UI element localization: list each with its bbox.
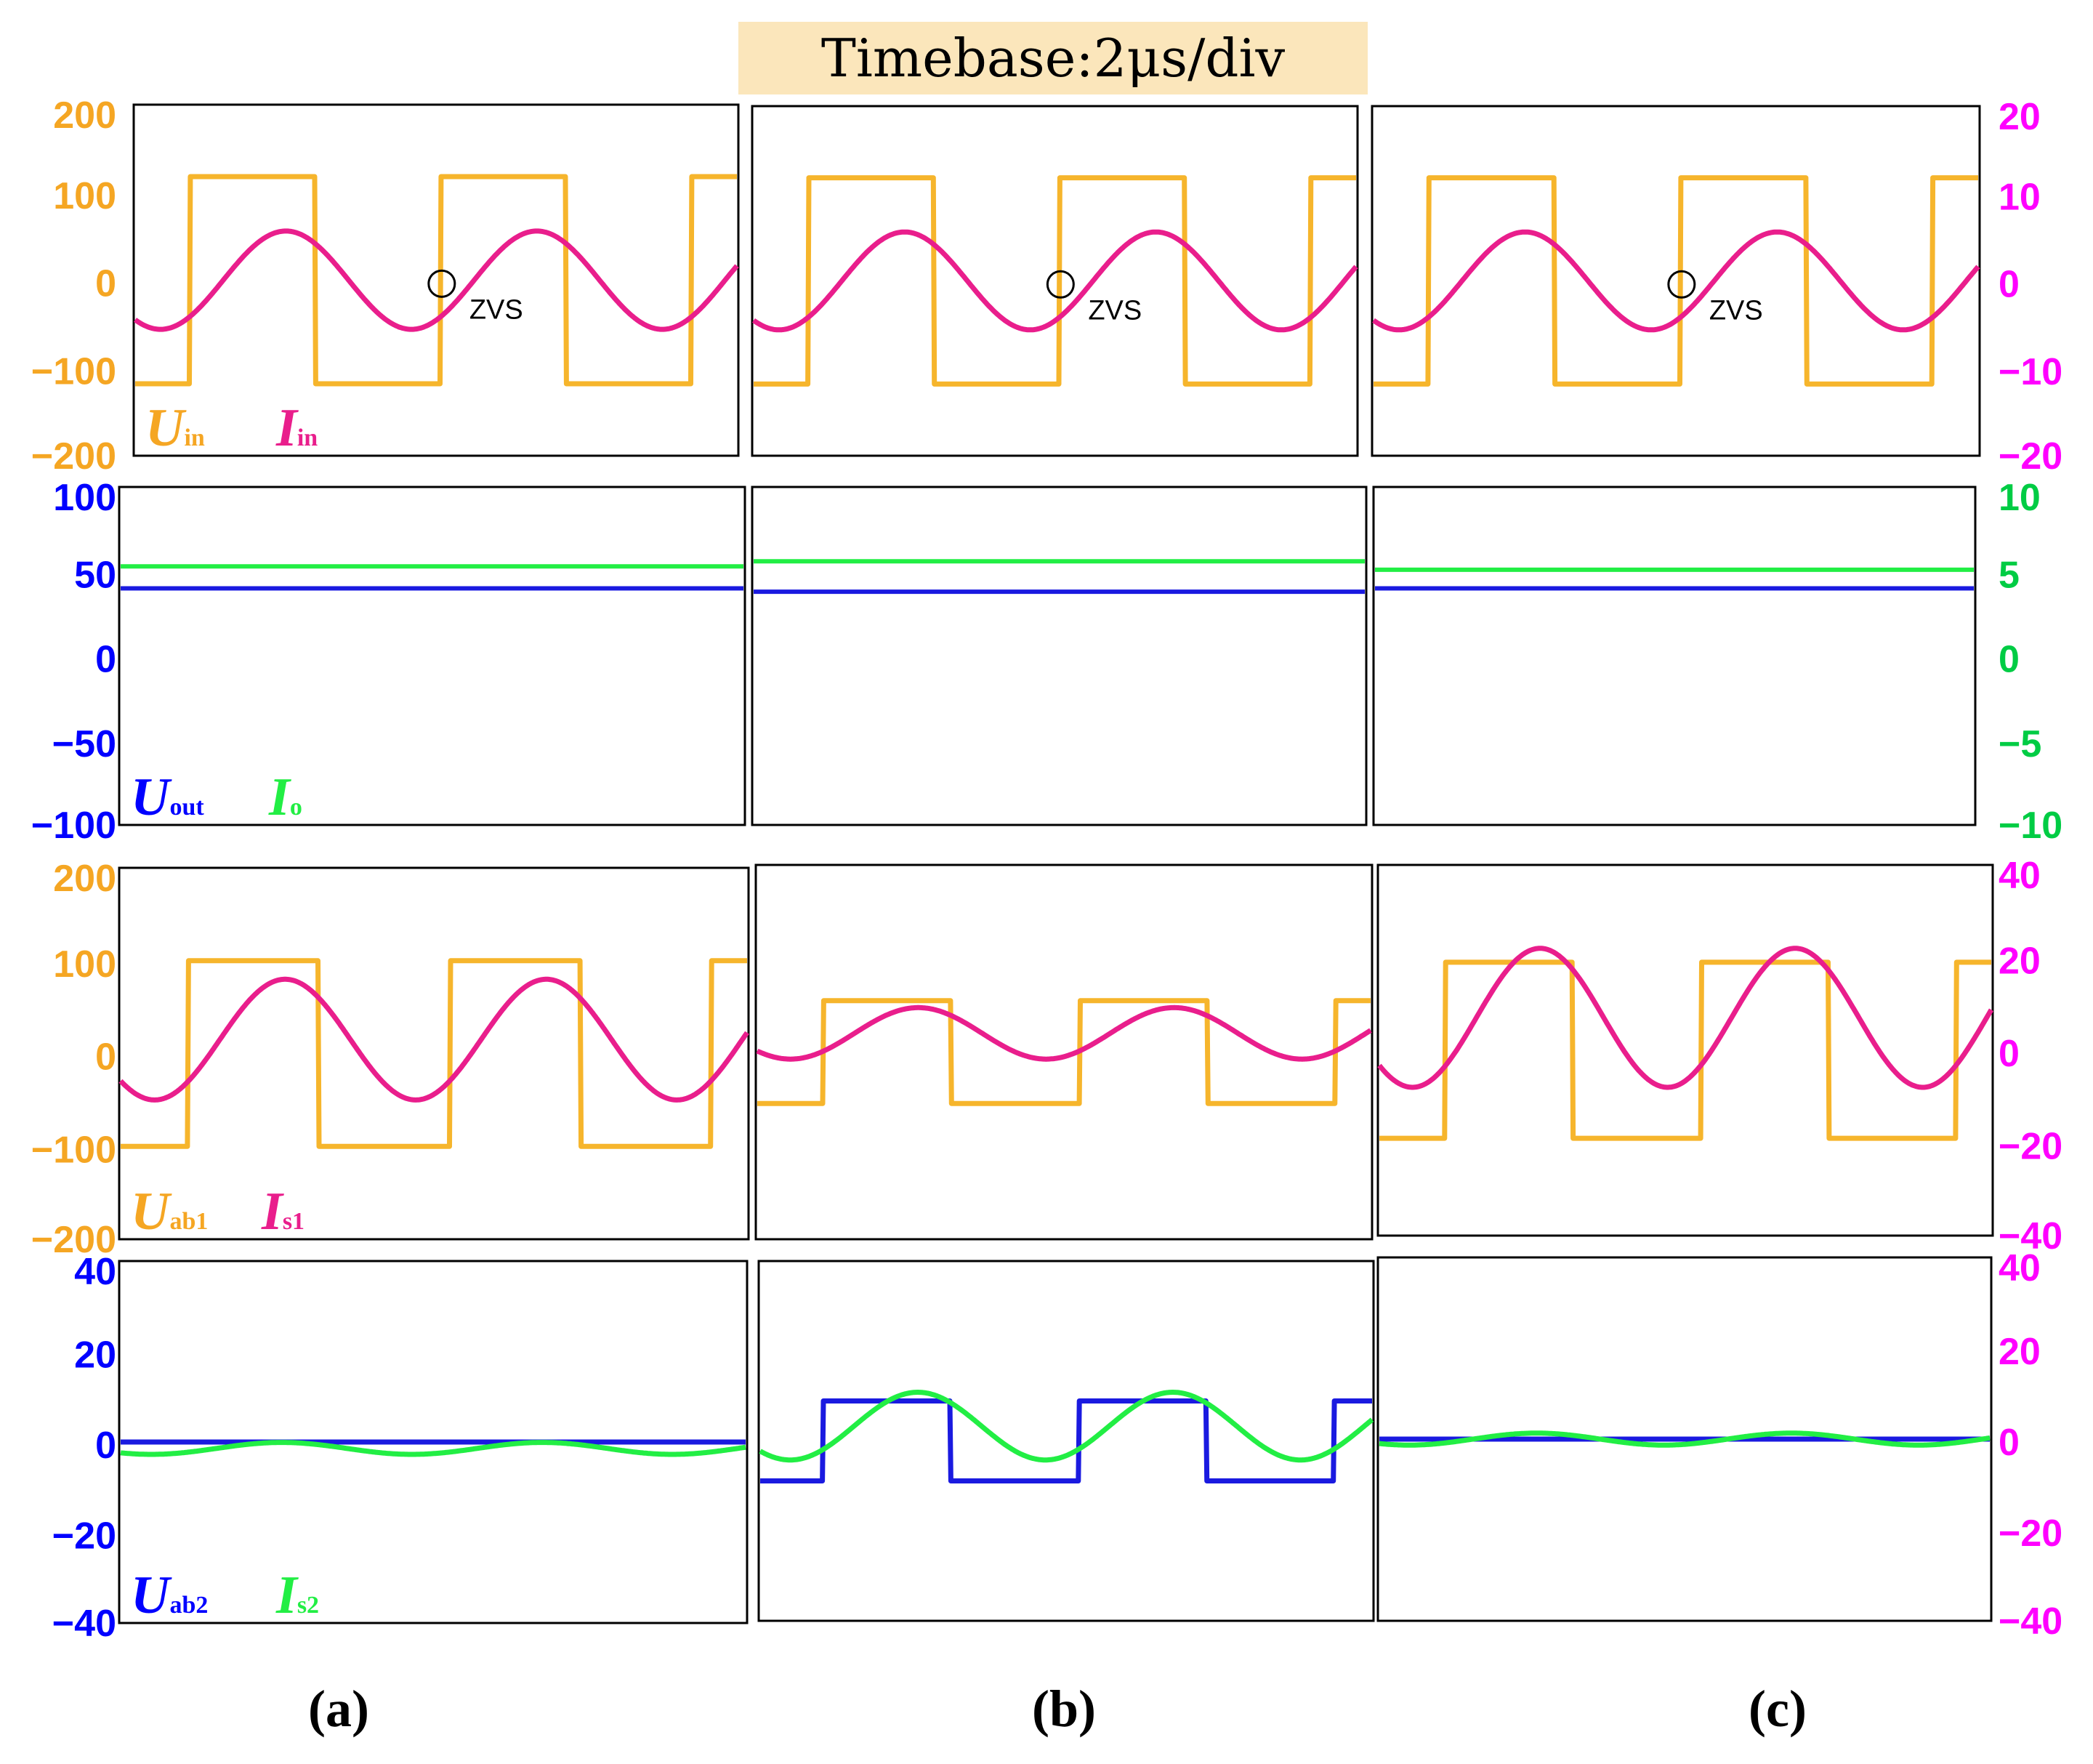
row2-right-tick: −5	[1999, 723, 2041, 765]
row1-right-tick: 0	[1999, 264, 2020, 306]
row2-left-tick: 50	[74, 554, 116, 596]
row3-trace-Uab1-a	[118, 958, 749, 1149]
row2-right-tick: 0	[1999, 639, 2020, 681]
row3-left-tick: 100	[53, 943, 116, 986]
row3-right-tick: −20	[1999, 1126, 2062, 1168]
row1-trace-Uin-b	[751, 175, 1358, 387]
row4-left-tick: 40	[74, 1251, 116, 1293]
row2-frame-b	[751, 486, 1368, 826]
row4-right-tick: −40	[1999, 1600, 2062, 1643]
row3-legend-sub: s1	[283, 1208, 305, 1235]
row3-frame-b	[754, 863, 1374, 1241]
row2-frame-a	[118, 486, 746, 826]
row4-trace-Is2-b	[758, 1390, 1374, 1463]
row4-trace-Uab2-b	[758, 1398, 1374, 1483]
row1-trace-Uin-c	[1371, 175, 1980, 387]
row3-right-tick: 20	[1999, 941, 2041, 983]
row4-right-tick: 20	[1999, 1331, 2041, 1373]
row3-trace-Is1-b	[755, 1004, 1373, 1062]
row1-left-tick: −100	[31, 350, 116, 392]
row1-trace-Iin-c	[1371, 229, 1980, 333]
row1-frame-b	[751, 105, 1359, 457]
row4-frame-b	[757, 1260, 1375, 1622]
row4-legend-sub: ab2	[169, 1592, 208, 1619]
row4-left-tick: 20	[74, 1334, 116, 1377]
row3-trace-Is1-a	[118, 976, 749, 1103]
row3-left-tick: −200	[31, 1219, 116, 1261]
row3-legend-sub: ab1	[169, 1208, 208, 1235]
row1-trace-Iin-a	[133, 228, 739, 332]
row1-left-tick: 200	[53, 94, 116, 137]
row1-legend-sub: in	[184, 424, 204, 451]
row2-frame-c	[1372, 486, 1977, 826]
row4-trace-Is2-a	[118, 1440, 748, 1457]
zvs-label-c: ZVS	[1709, 295, 1763, 326]
timebase-box	[738, 22, 1368, 94]
row3-trace-Uab1-c	[1377, 959, 1993, 1141]
panel-label-a-text: (a)	[308, 1680, 369, 1738]
row2-legend-sub: o	[290, 794, 302, 821]
row1-left-tick: −200	[31, 435, 116, 478]
row1-right-tick: −10	[1999, 351, 2062, 393]
row4-right-tick: 0	[1999, 1422, 2020, 1464]
row1-left-tick: 100	[53, 175, 116, 217]
row1-right-tick: 20	[1999, 96, 2041, 138]
row4-legend-sub: s2	[297, 1592, 319, 1619]
row2-left-tick: −100	[31, 805, 116, 847]
row4-left-tick: −40	[52, 1603, 116, 1645]
row3-trace-Uab1-b	[755, 998, 1373, 1106]
row2-left-tick: −50	[52, 723, 116, 765]
row2-legend-sub: out	[169, 794, 204, 821]
row1-right-tick: 10	[1999, 176, 2041, 218]
row1-frame-a	[132, 103, 740, 457]
panel-label-c: (c)	[1705, 1679, 1850, 1739]
row2-right-tick: 10	[1999, 477, 2041, 519]
panel-label-b: (b)	[991, 1679, 1137, 1739]
row3-left-tick: −100	[31, 1129, 116, 1171]
row2-left-tick: 100	[53, 477, 116, 519]
row3-right-tick: −40	[1999, 1215, 2062, 1257]
timebase-label: Timebase:2μs/div	[820, 28, 1286, 89]
row1-trace-Uin-a	[133, 174, 739, 387]
zvs-marker-c	[1667, 270, 1696, 299]
row4-left-tick: −20	[52, 1515, 116, 1558]
row1-frame-c	[1371, 105, 1981, 457]
row4-right-tick: −20	[1999, 1513, 2062, 1555]
row4-trace-Is2-c	[1377, 1430, 1992, 1448]
row3-right-tick: 40	[1999, 855, 2041, 897]
row3-frame-a	[118, 866, 750, 1241]
row1-left-tick: 0	[95, 263, 116, 305]
row2-left-tick: 0	[95, 639, 116, 681]
row3-right-tick: 0	[1999, 1033, 2020, 1075]
zvs-label-b: ZVS	[1088, 295, 1142, 326]
row2-legend-Io: Io	[268, 768, 302, 827]
panel-label-b-text: (b)	[1032, 1680, 1096, 1738]
row2-right-tick: 5	[1999, 554, 2020, 596]
zvs-marker-a	[427, 269, 456, 298]
row3-trace-Is1-c	[1377, 946, 1994, 1090]
row1-legend-sub: in	[297, 424, 318, 451]
row1-right-tick: −20	[1999, 435, 2062, 478]
panel-label-a: (a)	[266, 1679, 411, 1739]
row3-frame-c	[1376, 863, 1994, 1237]
row3-left-tick: 200	[53, 858, 116, 900]
row1-trace-Iin-b	[751, 229, 1358, 333]
zvs-label-a: ZVS	[469, 294, 523, 325]
row3-left-tick: 0	[95, 1036, 116, 1079]
row4-left-tick: 0	[95, 1425, 116, 1467]
row2-right-tick: −10	[1999, 805, 2062, 847]
zvs-marker-b	[1046, 270, 1075, 299]
row4-right-tick: 40	[1999, 1247, 2041, 1289]
panel-label-c-text: (c)	[1749, 1680, 1807, 1738]
